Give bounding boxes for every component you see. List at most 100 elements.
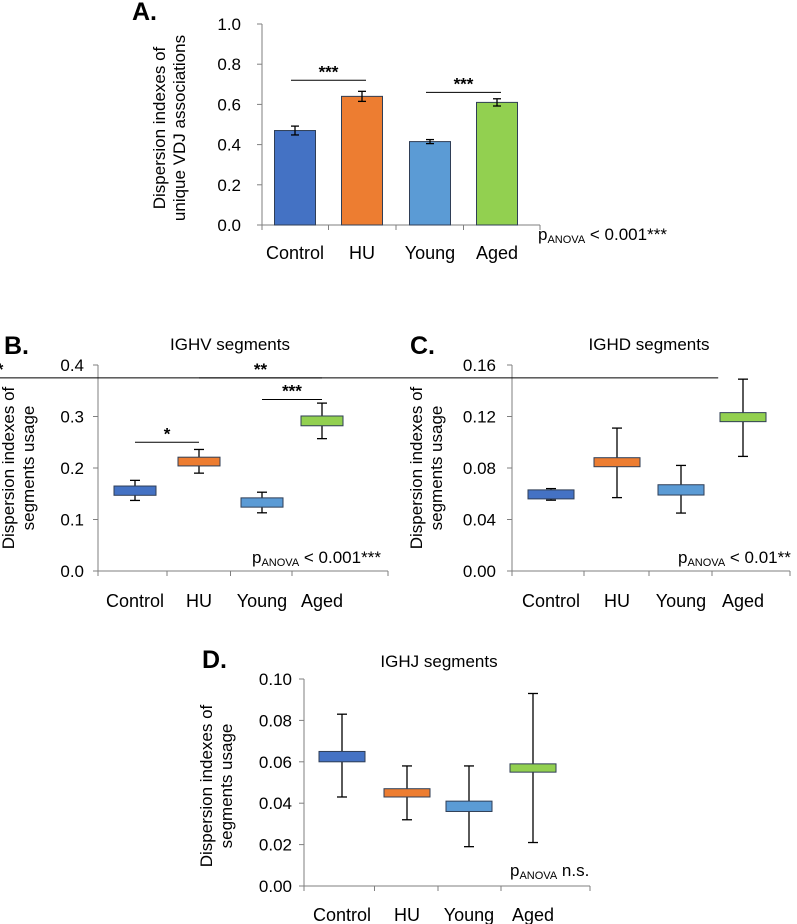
y-tick-label: 0.08 <box>259 711 292 730</box>
p-value-text: < 0.001*** <box>585 225 667 244</box>
panel-d: D. IGHJ segments Dispersion indexes ofsegm… <box>197 646 591 924</box>
p-value-text: n.s. <box>557 861 589 880</box>
x-tick-label-young: Young <box>656 591 706 611</box>
x-tick-label-young: Young <box>405 243 455 263</box>
box-aged <box>719 412 767 423</box>
y-tick-label: 0.04 <box>463 511 496 530</box>
chart-title: IGHD segments <box>589 335 710 354</box>
panel-b: B. IGHV segments Dispersion indexes ofsegm… <box>0 332 389 611</box>
box-aged <box>509 763 557 773</box>
p-subscript: ANOVA <box>687 557 725 569</box>
p-anova-annotation: pANOVA n.s. <box>510 861 589 882</box>
box-control <box>527 489 575 500</box>
x-tick-label-aged: Aged <box>722 591 764 611</box>
x-tick-label-aged: Aged <box>476 243 518 263</box>
panel-letter: A. <box>132 0 157 26</box>
y-axis-label-line: Dispersion indexes of <box>197 704 216 867</box>
bar-hu <box>341 95 383 226</box>
significance-label: * <box>0 360 4 379</box>
p-subscript: ANOVA <box>261 557 299 569</box>
y-tick-label: 0.10 <box>259 670 292 689</box>
box-young <box>657 484 705 496</box>
p-value-text: < 0.01** <box>725 548 791 567</box>
y-axis-label: Dispersion indexes ofsegments usage <box>0 386 38 549</box>
y-axis-label-line: segments usage <box>19 406 38 531</box>
significance-label: *** <box>282 382 302 401</box>
y-tick-label: 0.0 <box>217 216 241 235</box>
box-hu <box>383 788 431 798</box>
y-tick-label: 0.8 <box>217 55 241 74</box>
y-tick-label: 0.4 <box>217 136 241 155</box>
y-axis-label: Dispersion indexes ofunique VDJ associat… <box>150 35 189 221</box>
p-subscript: ANOVA <box>519 870 557 882</box>
box-control <box>113 485 157 496</box>
y-axis-label-line: Dispersion indexes of <box>150 46 169 209</box>
p-prefix: p <box>510 861 519 880</box>
y-axis-label: Dispersion indexes ofsegments usage <box>407 386 446 549</box>
y-tick-label: 0.00 <box>463 562 496 581</box>
x-tick-label-control: Control <box>266 243 324 263</box>
bar-aged <box>476 101 518 226</box>
y-axis-label-line: segments usage <box>427 406 446 531</box>
y-tick-label: 0.04 <box>259 794 292 813</box>
y-tick-label: 0.1 <box>60 511 84 530</box>
y-tick-label: 0.02 <box>259 836 292 855</box>
box-young <box>445 800 493 812</box>
p-value-text: < 0.001*** <box>299 548 381 567</box>
p-anova-annotation: pANOVA < 0.001*** <box>538 225 667 246</box>
x-tick-label-hu: HU <box>186 591 212 611</box>
y-axis-label-line: segments usage <box>217 724 236 849</box>
box-young <box>240 497 284 508</box>
panel-letter: C. <box>410 332 435 360</box>
chart-title: IGHJ segments <box>380 652 497 671</box>
y-tick-label: 0.06 <box>259 753 292 772</box>
y-tick-label: 0.6 <box>217 95 241 114</box>
panel-letter: B. <box>4 332 29 360</box>
p-prefix: p <box>252 548 261 567</box>
y-tick-label: 0.4 <box>60 356 84 375</box>
x-tick-label-hu: HU <box>604 591 630 611</box>
x-tick-label-hu: HU <box>349 243 375 263</box>
y-tick-label: 0.12 <box>463 408 496 427</box>
y-tick-label: 0.2 <box>60 459 84 478</box>
box-hu <box>177 456 221 467</box>
x-tick-label-control: Control <box>522 591 580 611</box>
x-tick-label-young: Young <box>444 905 494 924</box>
chart-title: IGHV segments <box>170 335 290 354</box>
panel-a: A. Dispersion indexes ofunique VDJ associ… <box>132 0 667 263</box>
y-tick-label: 0.00 <box>259 877 292 896</box>
y-axis-label-line: unique VDJ associations <box>170 35 189 221</box>
box-aged <box>300 415 344 427</box>
p-anova-annotation: pANOVA < 0.01** <box>678 548 791 569</box>
x-tick-label-young: Young <box>237 591 287 611</box>
p-subscript: ANOVA <box>547 234 585 246</box>
x-tick-label-aged: Aged <box>301 591 343 611</box>
bar-control <box>274 130 316 226</box>
y-tick-label: 0.3 <box>60 408 84 427</box>
significance-label: * <box>164 424 171 443</box>
panel-letter: D. <box>202 646 227 674</box>
bar-young <box>409 141 451 226</box>
significance-label: *** <box>454 74 474 93</box>
box-control <box>318 750 366 763</box>
x-tick-label-hu: HU <box>394 905 420 924</box>
y-tick-label: 0.0 <box>60 562 84 581</box>
y-axis-label-line: Dispersion indexes of <box>407 386 426 549</box>
x-tick-label-control: Control <box>106 591 164 611</box>
p-prefix: p <box>538 225 547 244</box>
p-prefix: p <box>678 548 687 567</box>
y-tick-label: 0.08 <box>463 459 496 478</box>
y-tick-label: 0.16 <box>463 356 496 375</box>
significance-label: *** <box>319 62 339 81</box>
box-hu <box>593 457 641 468</box>
x-tick-label-control: Control <box>313 905 371 924</box>
y-tick-label: 1.0 <box>217 15 241 34</box>
x-tick-label-aged: Aged <box>512 905 554 924</box>
y-axis-label-line: Dispersion indexes of <box>0 386 18 549</box>
p-anova-annotation: pANOVA < 0.001*** <box>252 548 381 569</box>
significance-label: ** <box>254 360 268 379</box>
y-axis-label: Dispersion indexes ofsegments usage <box>197 704 236 867</box>
y-tick-label: 0.2 <box>217 176 241 195</box>
